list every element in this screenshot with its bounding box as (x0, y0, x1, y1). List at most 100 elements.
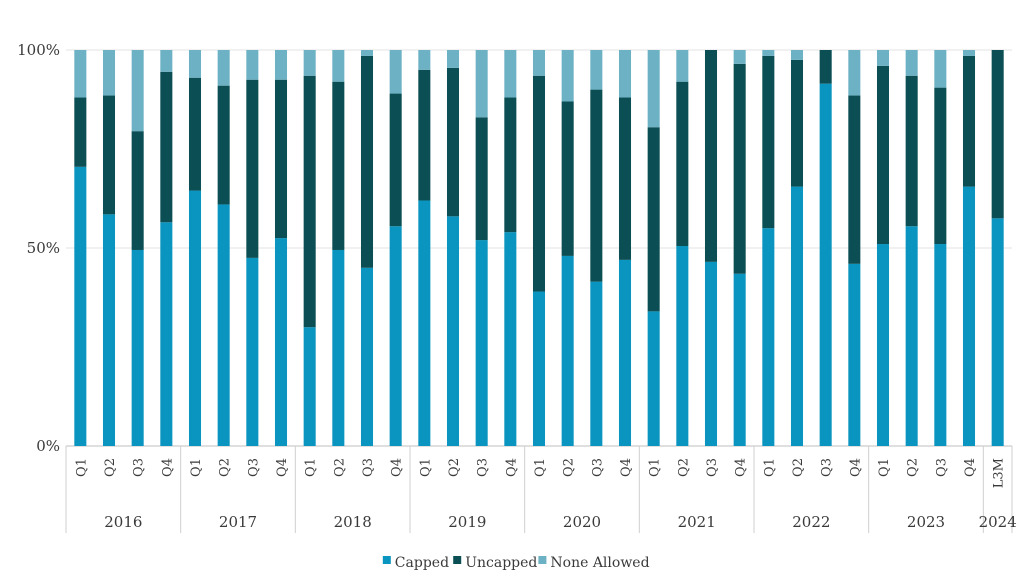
x-tick-label: Q3 (934, 458, 949, 477)
bar-capped (876, 244, 890, 446)
bar-none-allowed (274, 50, 288, 80)
x-tick-label: Q1 (304, 458, 319, 477)
bar-capped (647, 311, 660, 446)
bar-uncapped (905, 75, 918, 227)
bar-none-allowed (504, 50, 517, 98)
bar-capped (102, 214, 116, 446)
bar-uncapped (647, 127, 660, 312)
x-tick-label: Q1 (648, 458, 663, 477)
bar-capped (504, 232, 517, 446)
bar-uncapped (991, 50, 1004, 219)
bar-capped (360, 267, 374, 446)
bar-uncapped (160, 71, 173, 223)
x-tick-label: Q2 (447, 458, 462, 477)
x-tick-label: Q4 (504, 458, 519, 477)
bar-none-allowed (389, 50, 402, 94)
bar-uncapped (790, 59, 804, 187)
bar-none-allowed (246, 50, 259, 80)
legend-label: Uncapped (465, 555, 537, 571)
legend-label: Capped (395, 555, 449, 571)
bar-uncapped (475, 117, 488, 241)
x-tick-label: Q4 (390, 458, 405, 477)
bar-capped (332, 249, 345, 446)
bar-none-allowed (934, 50, 947, 88)
bar-uncapped (217, 85, 230, 205)
bar-uncapped (504, 97, 517, 233)
y-axis: 0% 50% 100% (17, 41, 60, 455)
bar-capped (389, 226, 402, 446)
x-tick-label: Q2 (676, 458, 691, 477)
bar-none-allowed (762, 50, 775, 56)
year-label: 2022 (792, 513, 830, 531)
bar-uncapped (446, 67, 460, 217)
bar-none-allowed (733, 50, 746, 64)
x-tick-label: Q2 (906, 458, 921, 477)
bar-uncapped (389, 93, 402, 227)
year-label: 2021 (678, 513, 716, 531)
x-tick-label: Q3 (476, 458, 491, 477)
bar-capped (160, 222, 173, 446)
bar-capped (762, 228, 775, 446)
bar-uncapped (848, 95, 861, 264)
x-tick-label: Q3 (820, 458, 835, 477)
bar-uncapped (704, 50, 718, 262)
bar-capped (274, 238, 288, 446)
bar-uncapped (762, 55, 775, 229)
x-tick-label: Q2 (103, 458, 118, 477)
bar-capped (733, 273, 746, 446)
x-axis: Q1 Q2 Q3 Q4 Q1 Q2 Q3 Q4 Q1 Q2 Q3 Q4 Q1 Q2 Q3 Q4 Q1 Q2 Q3 Q4… (65, 446, 1017, 533)
x-tick-label: Q1 (189, 458, 204, 477)
bar-uncapped (676, 81, 689, 247)
x-tick-label: Q4 (848, 458, 863, 477)
bar-capped (590, 281, 603, 446)
bar-uncapped (733, 63, 746, 274)
bar-capped (790, 186, 804, 446)
bar-uncapped (618, 97, 632, 260)
bar-none-allowed (446, 50, 460, 68)
bars (74, 50, 1004, 446)
bar-none-allowed (876, 50, 890, 66)
bar-none-allowed (618, 50, 632, 98)
bar-capped (819, 83, 832, 446)
x-tick-label: Q2 (791, 458, 806, 477)
bar-none-allowed (590, 50, 603, 90)
x-tick-label: Q1 (74, 458, 89, 477)
x-tick-label: Q1 (418, 458, 433, 477)
x-tick-label: Q4 (619, 458, 634, 477)
bar-capped (676, 246, 689, 446)
bar-uncapped (532, 75, 546, 292)
bar-none-allowed (647, 50, 660, 128)
x-tick-label: Q1 (762, 458, 777, 477)
bar-capped (848, 263, 861, 446)
bar-capped (962, 186, 976, 446)
x-tick-label: Q4 (963, 458, 978, 477)
y-tick-label: 0% (36, 437, 60, 455)
bar-none-allowed (131, 50, 144, 132)
bar-none-allowed (217, 50, 230, 86)
bar-uncapped (561, 101, 574, 256)
bar-none-allowed (102, 50, 116, 96)
bar-uncapped (876, 65, 890, 245)
x-tick-label: Q2 (332, 458, 347, 477)
bar-uncapped (418, 69, 431, 201)
bar-uncapped (131, 131, 144, 250)
bar-uncapped (246, 79, 259, 258)
x-tick-label: Q3 (132, 458, 147, 477)
legend-swatch (453, 556, 462, 564)
legend-swatch (382, 556, 391, 564)
bar-none-allowed (676, 50, 689, 82)
x-tick-label: Q1 (877, 458, 892, 477)
x-tick-label: Q4 (160, 458, 175, 477)
bar-uncapped (303, 75, 316, 328)
legend-item-uncapped: Uncapped (453, 555, 537, 571)
legend-item-none-allowed: None Allowed (538, 555, 650, 571)
bar-capped (532, 291, 546, 446)
bar-none-allowed (561, 50, 574, 102)
bar-none-allowed (332, 50, 345, 82)
bar-none-allowed (303, 50, 316, 76)
bar-none-allowed (962, 50, 976, 56)
bar-capped (704, 261, 718, 446)
bar-capped (246, 257, 259, 446)
bar-uncapped (274, 79, 288, 239)
